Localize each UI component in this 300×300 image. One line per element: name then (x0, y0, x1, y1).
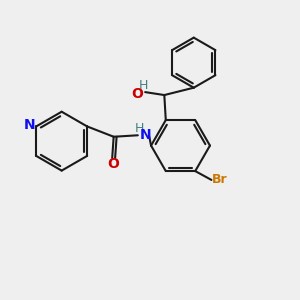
Text: H: H (139, 79, 148, 92)
Text: Br: Br (212, 173, 227, 186)
Text: N: N (24, 118, 35, 132)
Text: O: O (107, 158, 119, 171)
Text: O: O (131, 87, 143, 100)
Text: H: H (135, 122, 144, 135)
Text: N: N (140, 128, 152, 142)
